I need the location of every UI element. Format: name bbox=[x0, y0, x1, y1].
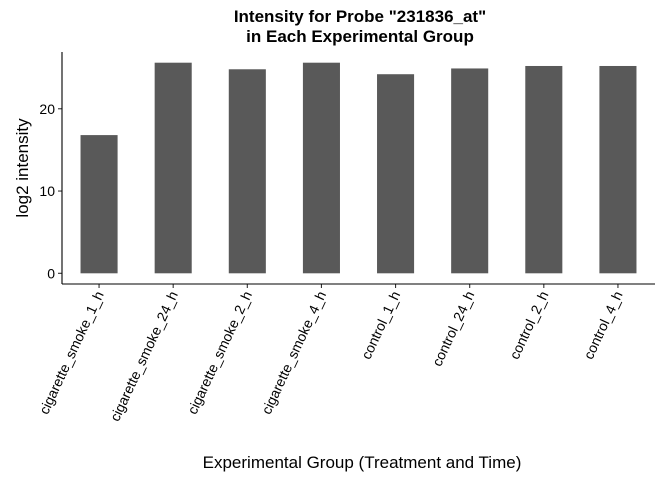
bar-cigarette_smoke_1_h bbox=[80, 135, 118, 274]
bar-cigarette_smoke_4_h bbox=[302, 62, 340, 274]
bar-cigarette_smoke_24_h bbox=[154, 62, 192, 274]
y-axis-ticks: 0 10 20 bbox=[39, 101, 62, 281]
x-tick-label: cigarette_smoke_2_h bbox=[184, 289, 255, 417]
y-tick-label: 10 bbox=[39, 183, 55, 199]
x-tick-label: control_2_h bbox=[506, 289, 551, 362]
y-tick-label: 20 bbox=[39, 101, 55, 117]
x-tick-label: control_24_h bbox=[429, 289, 478, 369]
y-axis-title: log2 intensity bbox=[13, 118, 32, 218]
x-tick-label: cigarette_smoke_4_h bbox=[258, 289, 329, 417]
bar-control_24_h bbox=[451, 68, 489, 274]
bar-series bbox=[80, 62, 637, 274]
chart-title-line-2: in Each Experimental Group bbox=[246, 27, 474, 46]
y-tick-label: 0 bbox=[47, 265, 55, 281]
x-tick-label: cigarette_smoke_24_h bbox=[107, 289, 181, 424]
x-tick-label: control_4_h bbox=[580, 289, 625, 362]
x-tick-label: control_1_h bbox=[358, 289, 403, 362]
bar-control_1_h bbox=[377, 74, 415, 274]
x-tick-label: cigarette_smoke_1_h bbox=[36, 289, 107, 417]
x-axis-ticks: cigarette_smoke_1_h cigarette_smoke_24_h c… bbox=[36, 284, 626, 424]
bar-control_4_h bbox=[599, 65, 637, 274]
bar-control_2_h bbox=[525, 65, 563, 274]
chart-title-line-1: Intensity for Probe "231836_at" bbox=[234, 7, 486, 26]
bar-cigarette_smoke_2_h bbox=[228, 69, 266, 274]
x-axis-title: Experimental Group (Treatment and Time) bbox=[203, 453, 522, 472]
